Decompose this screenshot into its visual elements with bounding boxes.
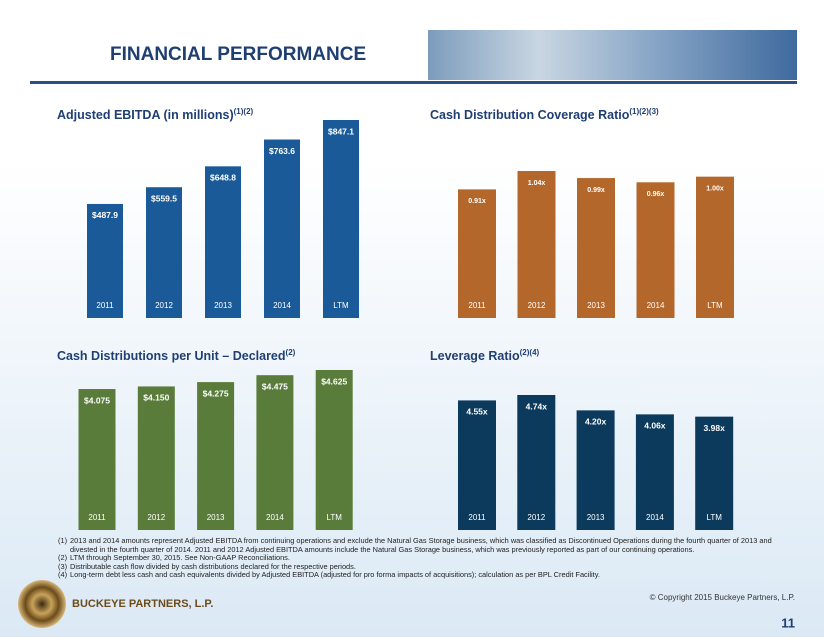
value-label: 4.55x: [466, 407, 488, 417]
value-label: $4.150: [143, 393, 169, 403]
bar: [87, 203, 123, 318]
footnote: (2) LTM through September 30, 2015. See N…: [58, 554, 788, 563]
value-label: $763.6: [269, 146, 295, 156]
category-label: 2013: [207, 513, 225, 522]
bar: [458, 189, 496, 318]
footnote-text: LTM through September 30, 2015. See Non-…: [70, 553, 290, 563]
value-label: 4.06x: [644, 421, 666, 431]
chart-title: Cash Distributions per Unit – Declared(2…: [57, 348, 296, 363]
bar: [696, 176, 734, 318]
chart-title-text: Leverage Ratio: [430, 349, 520, 363]
value-label: $559.5: [151, 193, 177, 203]
chart-title-superscript: (2)(4): [520, 348, 540, 357]
footnote-marker: (3): [58, 561, 68, 571]
category-label: 2013: [587, 513, 605, 522]
category-label: LTM: [706, 513, 722, 522]
value-label: 4.74x: [526, 401, 548, 411]
bar: [78, 389, 116, 530]
bar: [205, 166, 241, 318]
category-label: 2011: [88, 513, 106, 522]
bar: [576, 410, 615, 530]
chart-title-superscript: (1)(2): [234, 107, 254, 116]
bar: [264, 139, 300, 318]
category-label: 2014: [273, 301, 291, 310]
bar: [137, 386, 175, 530]
category-label: 2012: [527, 513, 545, 522]
bar: [577, 178, 615, 318]
bar: [636, 182, 675, 318]
footnote-text: Distributable cash flow divided by cash …: [70, 561, 356, 571]
header-rule: [30, 81, 797, 84]
photo-strip: [428, 30, 797, 80]
footnote-marker: (1): [58, 536, 68, 545]
bar: [517, 395, 556, 530]
category-label: 2011: [468, 513, 486, 522]
footnote-text: Long-term debt less cash and cash equiva…: [70, 570, 600, 580]
value-label: 0.99x: [587, 187, 605, 194]
category-label: LTM: [333, 301, 349, 310]
footnote-text: 2013 and 2014 amounts represent Adjusted…: [70, 536, 772, 554]
value-label: 1.04x: [528, 180, 546, 187]
chart-title-text: Cash Distributions per Unit – Declared: [57, 349, 286, 363]
bar: [458, 400, 496, 530]
category-label: 2014: [266, 513, 284, 522]
category-label: 2011: [468, 301, 486, 310]
chart-title: Adjusted EBITDA (in millions)(1)(2): [57, 107, 254, 122]
value-label: $4.075: [84, 395, 110, 405]
bar: [197, 382, 235, 530]
chart-title-text: Cash Distribution Coverage Ratio: [430, 108, 630, 122]
category-label: 2011: [96, 301, 114, 310]
value-label: 1.00x: [706, 185, 724, 192]
category-label: LTM: [707, 301, 723, 310]
value-label: $847.1: [328, 126, 354, 136]
page-number: 11: [781, 615, 795, 630]
value-label: 0.91x: [468, 198, 486, 205]
value-label: $4.475: [262, 381, 288, 391]
bar: [635, 414, 674, 530]
chart-title: Cash Distribution Coverage Ratio(1)(2)(3…: [430, 107, 659, 122]
category-label: 2013: [587, 301, 605, 310]
chart-title-text: Adjusted EBITDA (in millions): [57, 108, 234, 122]
chart-title-superscript: (2): [286, 348, 296, 357]
category-label: 2012: [147, 513, 165, 522]
slide-title: FINANCIAL PERFORMANCE: [110, 44, 366, 65]
bar: [315, 370, 353, 530]
category-label: 2013: [214, 301, 232, 310]
footnote: (4) Long-term debt less cash and cash equ…: [58, 571, 788, 580]
category-label: 2014: [647, 301, 665, 310]
bar: [695, 416, 734, 530]
bar: [146, 187, 182, 318]
bar: [517, 171, 556, 318]
value-label: 4.20x: [585, 417, 607, 427]
bar: [256, 375, 294, 530]
category-label: 2012: [528, 301, 546, 310]
logo: [18, 580, 66, 628]
value-label: $4.625: [321, 376, 347, 386]
value-label: $4.275: [203, 388, 229, 398]
footnote-marker: (2): [58, 553, 68, 563]
footnote: (1) 2013 and 2014 amounts represent Adjus…: [58, 536, 788, 554]
footnote: (3) Distributable cash flow divided by ca…: [58, 561, 788, 572]
chart-title-superscript: (1)(2)(3): [629, 107, 659, 116]
category-label: LTM: [326, 513, 342, 522]
bar: [323, 120, 359, 318]
company-name: BUCKEYE PARTNERS, L.P.: [72, 598, 213, 610]
copyright: © Copyright 2015 Buckeye Partners, L.P.: [650, 593, 795, 602]
footnote-marker: (4): [58, 570, 68, 580]
chart-title: Leverage Ratio(2)(4): [430, 348, 540, 363]
value-label: 0.96x: [647, 191, 665, 198]
category-label: 2014: [646, 513, 664, 522]
value-label: $648.8: [210, 173, 236, 183]
value-label: 3.98x: [704, 423, 726, 433]
footnotes: (1) 2013 and 2014 amounts represent Adjus…: [58, 536, 788, 580]
category-label: 2012: [155, 301, 173, 310]
value-label: $487.9: [92, 210, 118, 220]
